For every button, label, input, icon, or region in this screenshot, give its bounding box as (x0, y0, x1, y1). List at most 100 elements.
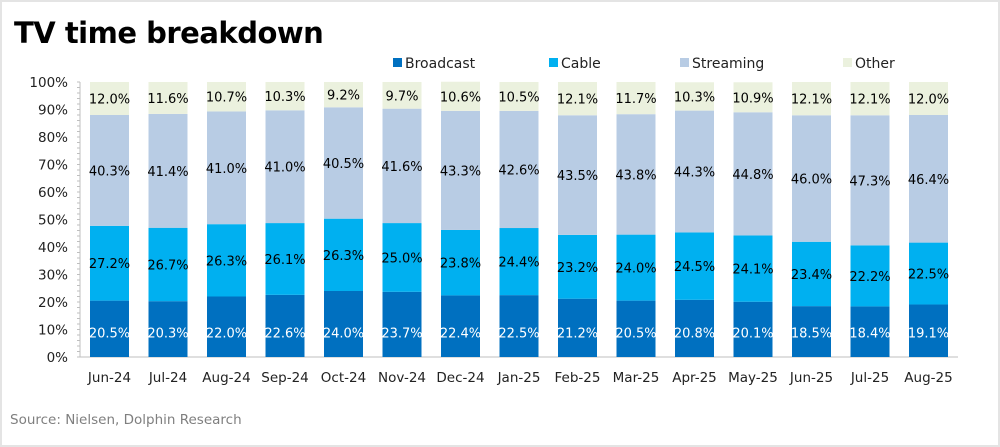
bar-streaming (148, 113, 188, 228)
data-label-broadcast: 24.0% (323, 326, 364, 341)
data-label-other: 11.7% (615, 92, 656, 107)
bar-cable (148, 227, 188, 302)
bar-broadcast (675, 299, 714, 357)
y-tick-label: 50% (38, 213, 68, 229)
x-tick-label: Aug-24 (202, 370, 250, 386)
bar-broadcast (324, 291, 363, 357)
data-label-cable: 23.8% (440, 257, 481, 272)
x-tick-label: May-25 (728, 370, 778, 386)
data-label-streaming: 40.3% (89, 164, 130, 179)
bar-broadcast (499, 295, 539, 357)
data-label-broadcast: 20.1% (732, 326, 773, 341)
y-tick-label: 10% (38, 323, 68, 339)
data-label-other: 12.1% (849, 93, 890, 108)
y-tick-label: 40% (38, 240, 68, 256)
data-label-broadcast: 21.2% (557, 326, 598, 341)
data-label-other: 10.6% (440, 90, 481, 105)
y-tick-label: 60% (38, 185, 68, 201)
legend-label-streaming: Streaming (692, 56, 764, 72)
data-label-streaming: 42.6% (498, 163, 539, 178)
bar-cable (909, 242, 948, 305)
x-tick-label: Jan-25 (497, 370, 541, 386)
data-label-cable: 26.3% (323, 249, 364, 264)
data-label-other: 12.1% (557, 93, 598, 108)
data-label-other: 12.1% (791, 93, 832, 108)
bar-cable (850, 245, 890, 307)
data-label-streaming: 47.3% (849, 174, 890, 189)
bar-cable (558, 234, 597, 299)
data-label-broadcast: 19.1% (908, 326, 949, 341)
data-label-cable: 22.2% (849, 270, 890, 285)
x-tick-label: Jun-24 (87, 370, 131, 386)
data-label-other: 12.0% (89, 93, 130, 108)
data-label-cable: 24.4% (498, 256, 539, 271)
data-label-streaming: 40.5% (323, 157, 364, 172)
data-label-other: 10.3% (264, 90, 305, 105)
data-label-broadcast: 22.6% (264, 326, 305, 341)
bar-broadcast (90, 300, 129, 357)
bar-streaming (382, 108, 422, 224)
x-tick-label: Oct-24 (321, 370, 366, 386)
data-label-other: 9.2% (327, 89, 360, 104)
bar-other (616, 82, 656, 115)
data-label-broadcast: 22.5% (498, 326, 539, 341)
bar-cable (324, 218, 363, 291)
x-tick-label: Jul-24 (148, 370, 187, 386)
legend-swatch-other (843, 58, 852, 67)
data-label-broadcast: 20.5% (89, 326, 130, 341)
bar-cable (441, 229, 480, 296)
x-tick-label: Jul-25 (850, 370, 889, 386)
bar-cable (382, 223, 422, 292)
bar-cable (675, 232, 714, 300)
data-label-cable: 23.4% (791, 268, 832, 283)
data-label-cable: 24.5% (674, 260, 715, 275)
bar-broadcast (441, 295, 480, 357)
bar-streaming (265, 110, 305, 224)
x-tick-label: Jun-25 (789, 370, 833, 386)
bar-broadcast (558, 298, 597, 357)
data-label-cable: 24.0% (615, 262, 656, 277)
bar-streaming (324, 107, 363, 219)
bar-broadcast (616, 300, 656, 357)
data-label-other: 10.3% (674, 90, 715, 105)
bar-other (792, 82, 831, 116)
data-label-streaming: 43.5% (557, 169, 598, 184)
bar-streaming (909, 115, 948, 243)
bar-streaming (558, 115, 597, 235)
data-label-broadcast: 23.7% (381, 326, 422, 341)
source-note: Source: Nielsen, Dolphin Research (10, 412, 242, 428)
bar-other (90, 82, 129, 115)
bar-streaming (850, 115, 890, 246)
legend-label-cable: Cable (561, 56, 601, 72)
data-label-other: 10.9% (732, 91, 773, 106)
bar-cable (616, 234, 656, 301)
data-label-other: 11.6% (147, 92, 188, 107)
bar-streaming (207, 111, 246, 225)
legend-swatch-broadcast (393, 58, 402, 67)
bar-streaming (675, 110, 714, 233)
data-label-streaming: 41.6% (381, 160, 422, 175)
bar-cable (733, 235, 773, 302)
data-label-streaming: 43.3% (440, 164, 481, 179)
bar-other (382, 82, 422, 109)
y-tick-label: 20% (38, 295, 68, 311)
data-label-cable: 25.0% (381, 251, 422, 266)
y-tick-label: 30% (38, 268, 68, 284)
y-tick-label: 0% (47, 350, 69, 366)
legend-swatch-streaming (680, 58, 689, 67)
bar-other (850, 82, 890, 116)
data-label-cable: 22.5% (908, 268, 949, 283)
data-label-cable: 26.3% (206, 254, 247, 269)
data-label-cable: 26.7% (147, 258, 188, 273)
bar-cable (499, 228, 539, 296)
bar-other (324, 82, 363, 108)
chart-title: TV time breakdown (14, 16, 324, 50)
legend-label-broadcast: Broadcast (405, 56, 476, 72)
data-label-broadcast: 20.8% (674, 326, 715, 341)
bar-broadcast (382, 291, 422, 357)
data-label-broadcast: 18.5% (791, 326, 832, 341)
data-label-cable: 24.1% (732, 263, 773, 278)
bar-broadcast (148, 301, 188, 357)
data-label-cable: 27.2% (89, 257, 130, 272)
